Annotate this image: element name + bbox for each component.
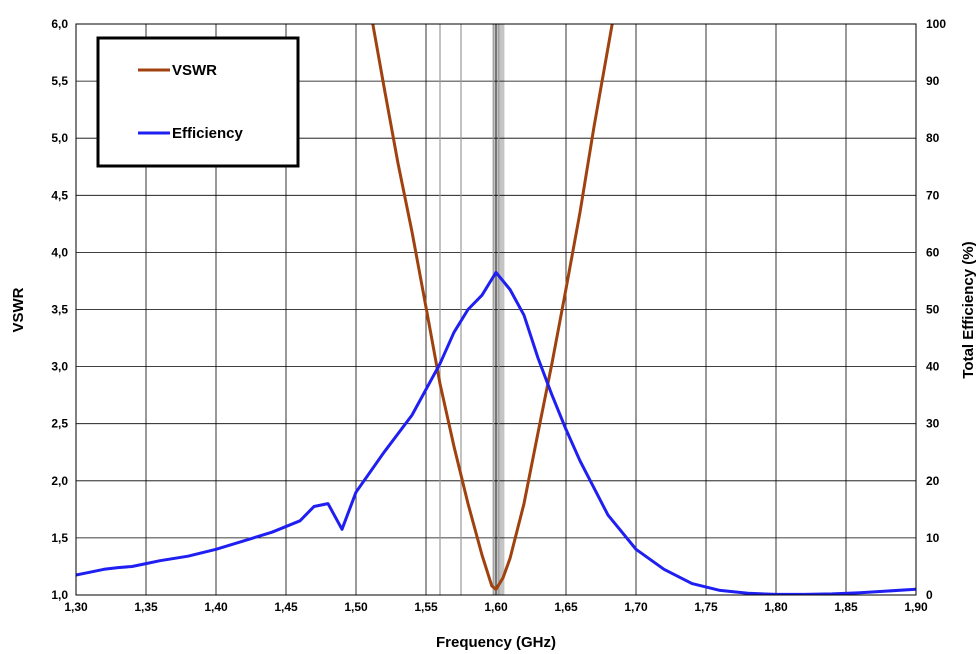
x-tick-label: 1,50: [344, 600, 368, 614]
y-tick-label: 4,0: [51, 245, 68, 259]
y-tick-label: 2,5: [51, 417, 68, 431]
x-tick-label: 1,35: [134, 600, 158, 614]
x-tick-label: 1,45: [274, 600, 298, 614]
band-marker-layer: [439, 24, 500, 595]
y2-tick-label: 40: [926, 360, 940, 374]
x-tick-labels: 1,30 1,35 1,40 1,45 1,50 1,55 1,60 1,65 1,70 1,75…: [64, 600, 928, 614]
x-tick-label: 1,65: [554, 600, 578, 614]
y-tick-label: 5,5: [51, 74, 68, 88]
series-layer: [76, 24, 916, 595]
y2-tick-label: 50: [926, 303, 940, 317]
plot-frame: [75, 23, 917, 596]
y-tick-label: 2,0: [51, 474, 68, 488]
legend-label-efficiency: Efficiency: [172, 125, 244, 142]
y-tick-label: 3,5: [51, 303, 68, 317]
legend: VSWR Efficiency: [96, 36, 300, 168]
x-tick-label: 1,55: [414, 600, 438, 614]
y2-tick-label: 60: [926, 245, 940, 259]
y-tick-label: 4,5: [51, 188, 68, 202]
x-tick-label: 1,30: [64, 600, 88, 614]
x-tick-label: 1,70: [624, 600, 648, 614]
y2-tick-label: 20: [926, 474, 940, 488]
y-tick-label: 6,0: [51, 17, 68, 31]
y-tick-label: 1,0: [51, 588, 68, 602]
y-axis-title: VSWR: [10, 287, 27, 332]
series-line-efficiency: [76, 270, 916, 595]
x-tick-label: 1,90: [904, 600, 928, 614]
series-line-vswr: [371, 24, 614, 591]
grid-layer: [76, 24, 916, 595]
y2-tick-label: 30: [926, 417, 940, 431]
x-tick-label: 1,75: [694, 600, 718, 614]
y2-tick-label: 100: [926, 17, 946, 31]
y-tick-label: 1,5: [51, 531, 68, 545]
x-axis-title: Frequency (GHz): [436, 634, 556, 651]
y-tick-label: 5,0: [51, 131, 68, 145]
y-tick-label: 3,0: [51, 360, 68, 374]
y2-tick-label: 70: [926, 188, 940, 202]
y2-tick-label: 90: [926, 74, 940, 88]
y-tick-labels: 1,0 1,5 2,0 2,5 3,0 3,5 4,0 4,5 5,0 5,5 6,0: [51, 17, 68, 602]
x-tick-label: 1,80: [764, 600, 788, 614]
legend-box: [96, 36, 300, 168]
x-tick-label: 1,85: [834, 600, 858, 614]
y2-tick-labels: 0 10 20 30 40 50 60 70 80 90 100: [926, 17, 946, 602]
y2-tick-label: 80: [926, 131, 940, 145]
legend-label-vswr: VSWR: [172, 62, 217, 79]
y2-axis-title: Total Efficiency (%): [960, 241, 977, 378]
x-tick-label: 1,40: [204, 600, 228, 614]
y2-tick-label: 10: [926, 531, 940, 545]
x-tick-label: 1,60: [484, 600, 508, 614]
y2-tick-label: 0: [926, 588, 933, 602]
